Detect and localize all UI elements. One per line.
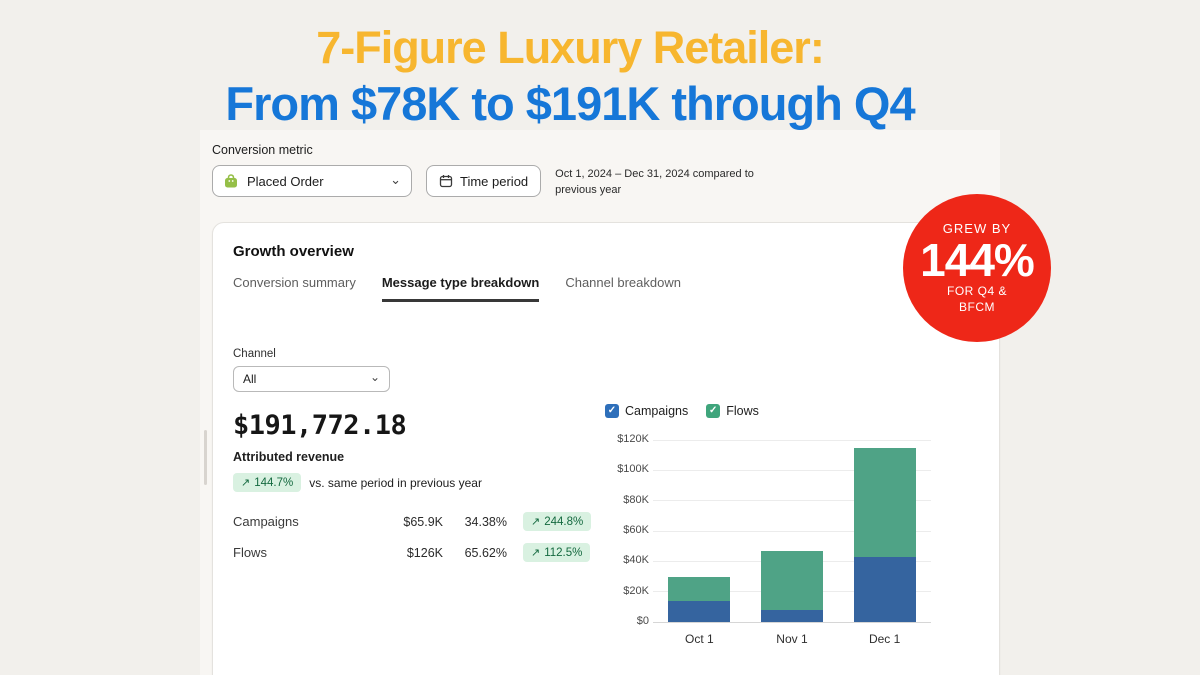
legend-item-campaigns[interactable]: ✓ Campaigns (605, 404, 688, 418)
date-range-text: Oct 1, 2024 – Dec 31, 2024 compared to p… (555, 168, 754, 196)
tab-message-type-breakdown[interactable]: Message type breakdown (381, 275, 540, 302)
chart-legend: ✓ Campaigns ✓ Flows (605, 404, 979, 418)
calendar-icon (439, 174, 453, 188)
check-icon: ✓ (709, 405, 718, 416)
bar-segment-campaigns[interactable] (760, 609, 823, 622)
bar-nov-1[interactable] (760, 550, 823, 622)
y-tick-label: $60K (623, 524, 649, 536)
total-delta-pill: ↗ 144.7% (233, 473, 302, 492)
gridline (653, 469, 931, 471)
table-row-campaigns[interactable]: Campaigns $65.9K 34.38% ↗ 244.8% (233, 506, 605, 537)
growth-badge-value: 144% (920, 233, 1035, 286)
chart-plot (653, 439, 931, 623)
row-value: $126K (406, 545, 443, 560)
hero-title-line2: From $78K to $191K through Q4 (225, 77, 915, 130)
card-title: Growth overview (233, 243, 354, 260)
legend-item-flows[interactable]: ✓ Flows (706, 404, 759, 418)
bar-dec-1[interactable] (853, 447, 916, 622)
shopify-bag-icon (223, 173, 239, 189)
table-row-flows[interactable]: Flows $126K 65.62% ↗ 112.5% (233, 537, 605, 568)
hero-title-line1: 7-Figure Luxury Retailer: (316, 22, 825, 73)
bar-segment-campaigns[interactable] (853, 556, 916, 622)
growth-overview-card: Growth overview Conversion summary Messa… (212, 222, 1000, 675)
y-tick-label: $100K (617, 463, 649, 476)
tabs: Conversion summary Message type breakdow… (233, 275, 979, 302)
channel-dropdown-value: All (243, 372, 257, 386)
tab-channel-breakdown[interactable]: Channel breakdown (565, 275, 681, 290)
flows-checkbox[interactable]: ✓ (706, 404, 721, 418)
gridline (653, 500, 931, 502)
row-label: Campaigns (233, 514, 299, 529)
chart-yaxis: $0 $20K $40K $60K $80K $100K $120K (605, 433, 653, 627)
x-tick-label: Nov 1 (776, 632, 808, 646)
conversion-metric-dropdown[interactable]: Placed Order ⌄ (212, 165, 412, 197)
dashboard-panel: Conversion metric Placed Order ⌄ (200, 130, 1000, 675)
time-period-button[interactable]: Time period (426, 165, 542, 197)
x-tick-label: Oct 1 (684, 632, 714, 646)
growth-badge-line2: FOR Q4 & (946, 284, 1007, 299)
tab-conversion-summary[interactable]: Conversion summary (233, 275, 356, 290)
attributed-revenue-value: $191,772.18 (233, 410, 407, 441)
growth-badge: GREW BY 144% FOR Q4 & BFCM (903, 194, 1051, 342)
delta-context: vs. same period in previous year (309, 475, 482, 490)
y-tick-label: $40K (623, 554, 649, 567)
conversion-metric-value: Placed Order (247, 173, 324, 189)
y-tick-label: $120K (617, 433, 649, 445)
chart-xaxis: Oct 1 Nov 1 Dec 1 (653, 632, 931, 646)
scrollbar-thumb[interactable] (204, 430, 207, 485)
row-label: Flows (233, 545, 267, 560)
growth-badge-line1: GREW BY (942, 220, 1012, 236)
gridline (653, 621, 931, 623)
chevron-down-icon: ⌄ (369, 370, 380, 384)
bar-segment-flows[interactable] (760, 550, 823, 610)
row-share: 34.38% (464, 514, 507, 529)
conversion-metric-label: Conversion metric (212, 143, 313, 157)
chevron-down-icon: ⌄ (390, 171, 401, 187)
row-delta-pill: ↗ 112.5% (523, 543, 591, 562)
y-tick-label: $80K (623, 493, 649, 506)
toolbar: Conversion metric Placed Order ⌄ (200, 130, 1000, 199)
breakdown-table: Campaigns $65.9K 34.38% ↗ 244.8% (233, 506, 605, 568)
bar-segment-flows[interactable] (668, 576, 731, 601)
channel-dropdown[interactable]: All ⌄ (233, 366, 390, 392)
campaigns-checkbox[interactable]: ✓ (605, 404, 619, 418)
bar-oct-1[interactable] (668, 576, 731, 622)
channel-label: Channel (233, 348, 276, 360)
gridline (653, 530, 931, 532)
bar-segment-campaigns[interactable] (668, 600, 731, 622)
gridline (653, 439, 931, 441)
total-delta-value: 144.7% (254, 476, 294, 489)
stacked-bar-chart: $0 $20K $40K $60K $80K $100K $120K (605, 433, 979, 627)
time-period-label: Time period (460, 173, 529, 189)
x-tick-label: Dec 1 (868, 632, 901, 646)
growth-badge-line3: BFCM (959, 299, 995, 314)
row-value: $65.9K (403, 514, 443, 529)
trend-up-icon: ↗ (241, 477, 251, 489)
hero-title: 7-Figure Luxury Retailer: From $78K to $… (0, 22, 1140, 131)
row-delta-pill: ↗ 244.8% (523, 512, 592, 531)
check-icon: ✓ (607, 405, 617, 416)
attributed-revenue-label: Attributed revenue (233, 450, 345, 464)
trend-up-icon: ↗ (531, 516, 541, 528)
bar-segment-flows[interactable] (853, 447, 916, 557)
y-tick-label: $20K (623, 584, 649, 597)
y-tick-label: $0 (636, 615, 649, 627)
trend-up-icon: ↗ (531, 547, 541, 559)
row-share: 65.62% (464, 545, 507, 560)
